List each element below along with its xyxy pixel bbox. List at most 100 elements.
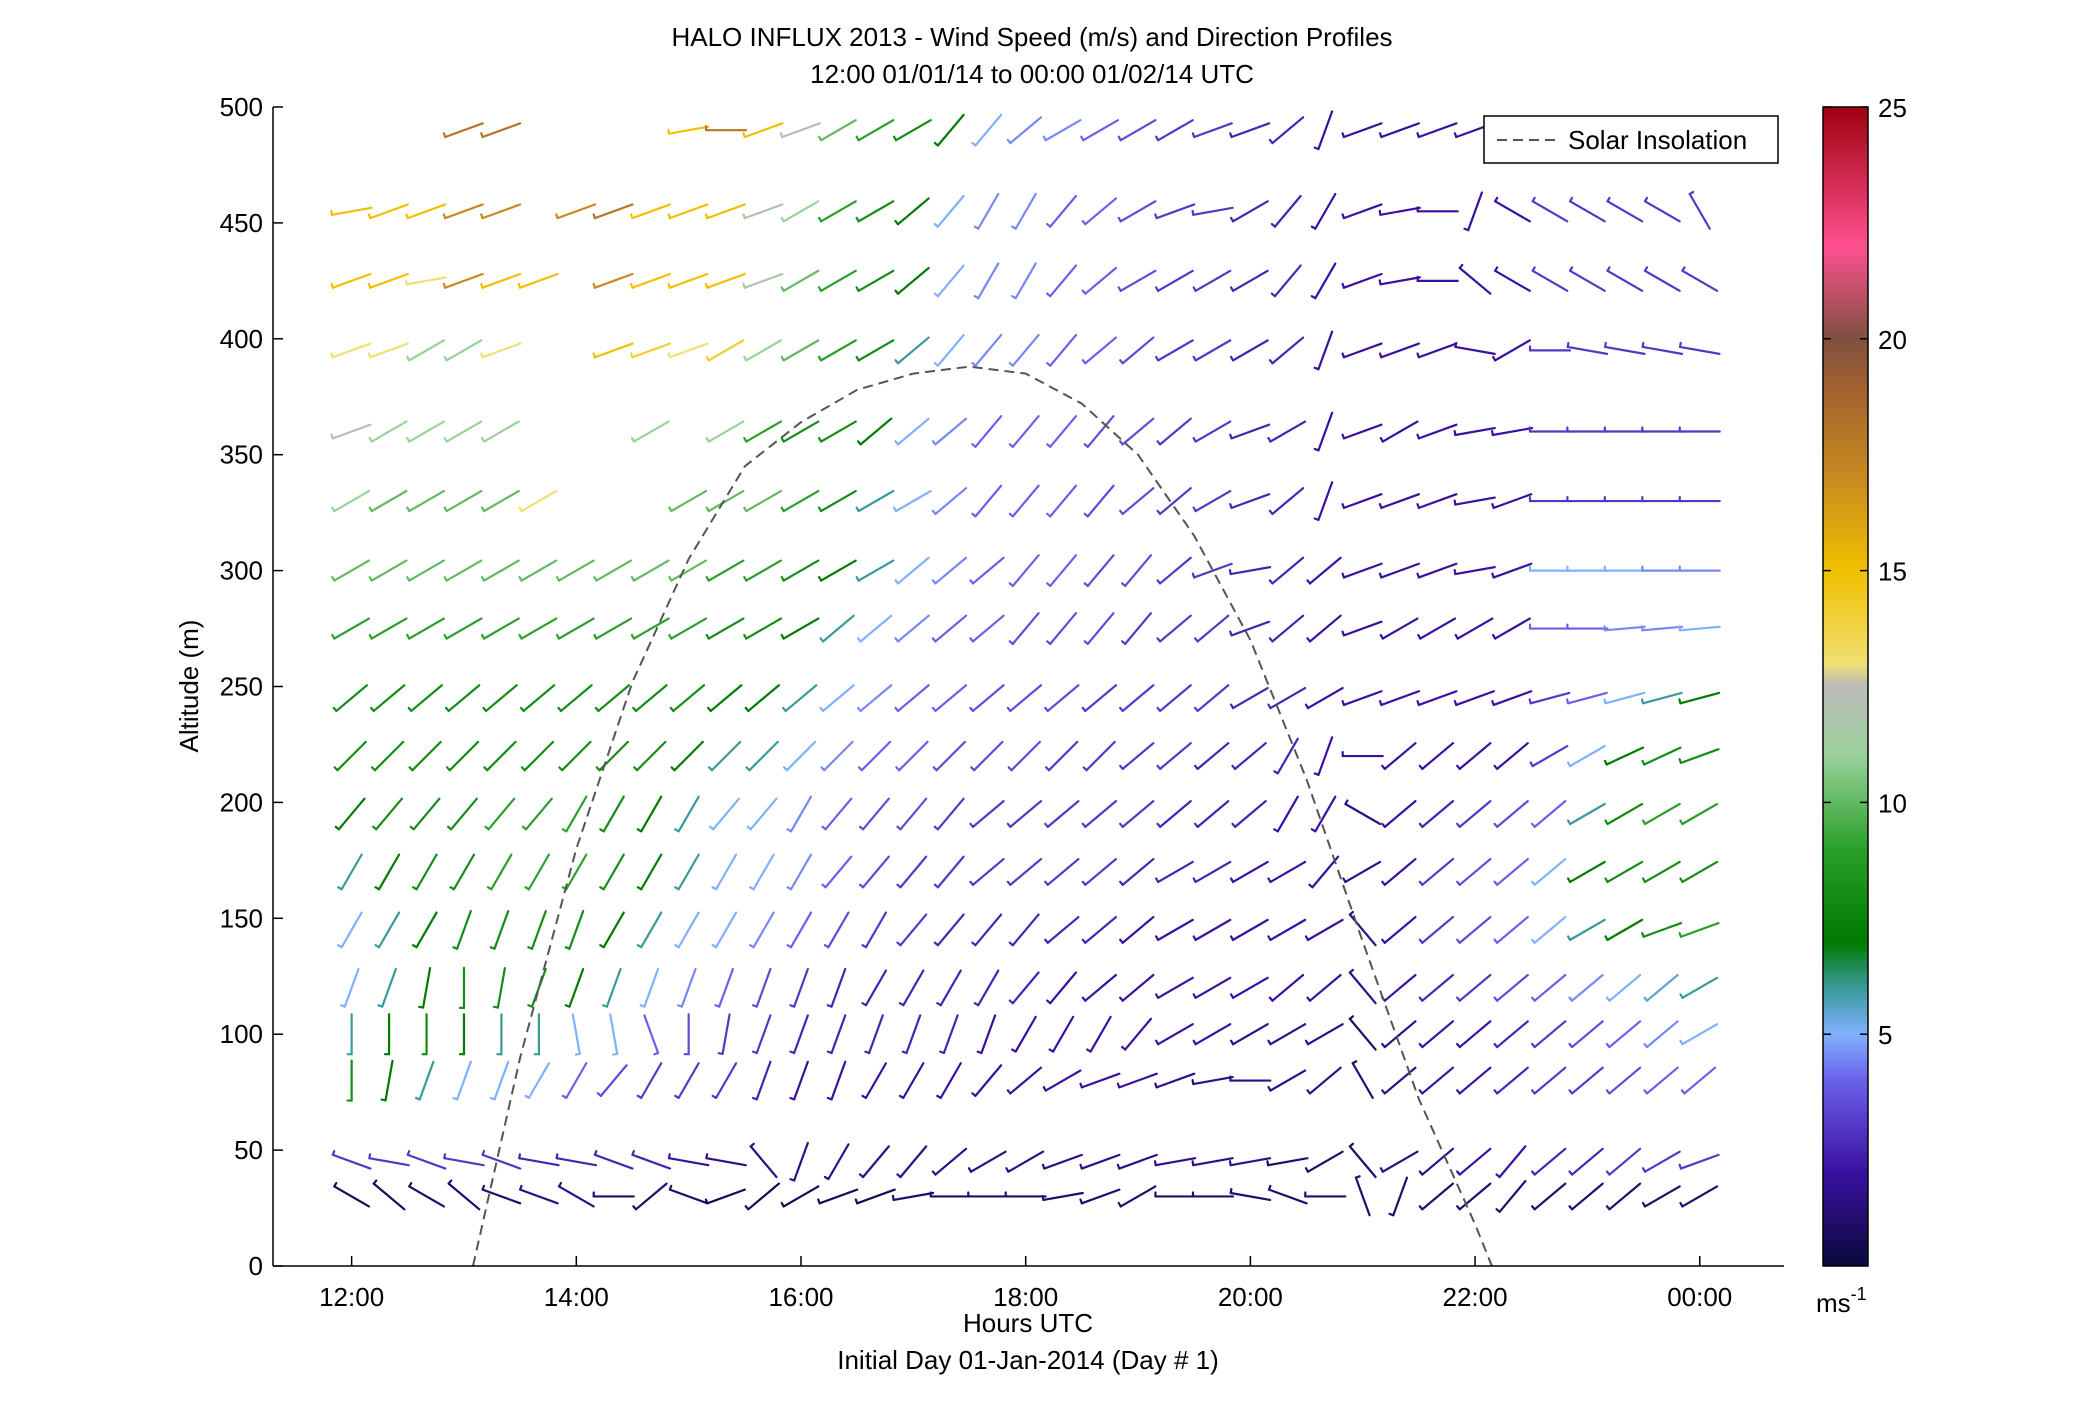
wind-barb-feather — [782, 766, 788, 772]
wind-barb-shaft — [1192, 1075, 1234, 1086]
wind-barb-shaft — [1196, 800, 1230, 828]
wind-barb-feather — [1605, 1205, 1611, 1211]
wind-barb — [817, 559, 857, 582]
wind-barb-shaft — [1317, 481, 1334, 521]
wind-barb-shaft — [896, 417, 930, 446]
wind-barb-feather — [817, 355, 823, 362]
wind-barb — [705, 489, 745, 513]
wind-barb-feather — [1083, 582, 1089, 588]
wind-barb-feather — [1119, 440, 1124, 446]
wind-barb-shaft — [1383, 973, 1417, 1002]
wind-barb-shaft — [971, 556, 1005, 585]
wind-barb-shaft — [1643, 1150, 1681, 1173]
wind-barb-shaft — [1679, 748, 1720, 764]
wind-barb-feather — [486, 886, 493, 891]
wind-barb-shaft — [1231, 686, 1269, 710]
wind-barb-feather — [819, 637, 825, 643]
wind-barb-feather — [858, 883, 865, 889]
wind-barb — [973, 262, 1000, 300]
wind-barb-feather — [330, 433, 334, 440]
wind-barb — [1566, 623, 1609, 630]
wind-barb-feather — [1267, 935, 1272, 941]
wind-barb-feather — [898, 1094, 905, 1099]
wind-barb-shaft — [484, 684, 518, 713]
wind-barb-feather — [861, 1094, 868, 1099]
wind-barb-shaft — [821, 614, 855, 643]
wind-barb — [1528, 345, 1572, 352]
wind-barb-shaft — [1570, 1182, 1604, 1211]
wind-barb-feather — [780, 1201, 785, 1208]
wind-barb-feather — [898, 1002, 905, 1007]
wind-barb — [1493, 1020, 1529, 1049]
wind-barb — [1679, 1023, 1719, 1046]
wind-barb-feather — [743, 576, 748, 582]
wind-barb-shaft — [1533, 857, 1567, 886]
wind-barb-feather — [1229, 433, 1233, 440]
wind-barb-feather — [558, 766, 564, 772]
wind-barb-feather — [449, 886, 456, 891]
wind-barb — [1678, 921, 1720, 938]
wind-barb — [1641, 1185, 1681, 1208]
wind-barb-shaft — [456, 1060, 472, 1101]
wind-barb-feather — [704, 1198, 709, 1205]
wind-barb — [1679, 1185, 1719, 1208]
wind-barb-shaft — [1531, 200, 1569, 223]
wind-barb-shaft — [755, 967, 772, 1008]
colorbar-tick-label-10: 10 — [1878, 788, 1907, 818]
wind-barb-shaft — [593, 203, 634, 220]
wind-barb — [1493, 857, 1529, 886]
y-tick-label-500: 500 — [220, 92, 263, 122]
wind-barb — [557, 684, 593, 713]
wind-barb-feather — [1456, 1089, 1461, 1095]
wind-barb — [1604, 860, 1644, 884]
wind-barb — [1681, 266, 1719, 292]
wind-barb-feather — [1156, 637, 1162, 643]
wind-barb-shaft — [1084, 197, 1118, 226]
wind-barb — [931, 487, 968, 516]
wind-barb — [1378, 493, 1421, 510]
wind-barb — [1495, 1180, 1527, 1213]
wind-barb-shaft — [668, 203, 709, 220]
wind-barb-feather — [1530, 996, 1536, 1002]
wind-barb-shaft — [827, 911, 850, 949]
wind-barb-shaft — [447, 1182, 481, 1211]
wind-barb-shaft — [749, 797, 778, 831]
wind-barb — [1529, 744, 1569, 768]
wind-barb-shaft — [331, 423, 372, 440]
wind-barb-shaft — [1267, 1188, 1308, 1205]
wind-barb — [969, 800, 1005, 828]
wind-barb-shaft — [1049, 554, 1078, 588]
wind-barb — [817, 269, 857, 292]
wind-barb-shaft — [1533, 915, 1567, 944]
wind-barb-shaft — [824, 797, 853, 831]
wind-barb-feather — [970, 766, 976, 772]
wind-barb — [1388, 1176, 1409, 1217]
wind-barb — [683, 1013, 690, 1056]
wind-barb-feather — [1155, 286, 1160, 292]
wind-barb-shaft — [336, 740, 367, 772]
wind-barb — [1530, 915, 1567, 944]
wind-barb-shaft — [415, 853, 438, 891]
wind-barb-feather — [1641, 819, 1647, 826]
wind-barb-shaft — [745, 339, 783, 362]
wind-barb-shaft — [481, 272, 522, 289]
wind-barb-shaft — [1344, 802, 1382, 826]
wind-barb-feather — [667, 282, 671, 289]
wind-barb-shaft — [857, 200, 895, 223]
wind-barb-feather — [1605, 1089, 1611, 1095]
wind-barb-feather — [1418, 880, 1424, 886]
wind-barb-feather — [667, 1153, 671, 1160]
wind-barb-feather — [1679, 1039, 1684, 1046]
wind-barb-feather — [442, 213, 447, 220]
wind-barb — [1603, 426, 1646, 433]
wind-barb — [1679, 802, 1719, 826]
wind-barb — [1046, 264, 1078, 298]
wind-barb-shaft — [1494, 200, 1531, 223]
wind-barb-shaft — [1383, 857, 1417, 886]
wind-barb-shaft — [1014, 192, 1037, 230]
wind-barb-feather — [1606, 196, 1611, 203]
wind-barb-feather — [749, 886, 755, 891]
wind-barb-feather — [973, 225, 980, 230]
wind-barb-feather — [1229, 1039, 1235, 1046]
wind-barb-shaft — [412, 797, 441, 831]
